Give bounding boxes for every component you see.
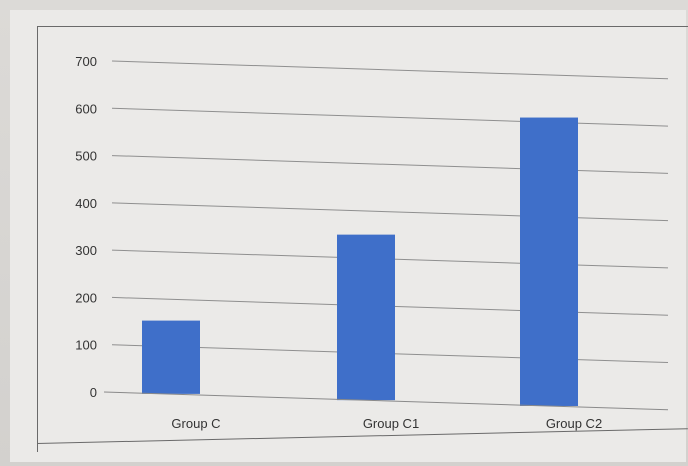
gridline-400 <box>111 202 669 222</box>
y-axis-ticks: 0 100 200 300 400 500 600 700 <box>75 54 97 400</box>
y-tick-label: 400 <box>75 196 97 211</box>
y-tick-label: 100 <box>75 338 97 353</box>
bar-group-c <box>142 320 200 394</box>
y-tick-label: 300 <box>75 243 97 258</box>
gridline-700 <box>111 60 669 80</box>
x-category-label: Group C1 <box>363 416 419 431</box>
bar-group-c2 <box>520 117 578 406</box>
chart-frame <box>37 26 688 452</box>
y-tick-label: 200 <box>75 290 97 305</box>
y-tick-label: 0 <box>90 385 97 400</box>
y-tick-label: 500 <box>75 149 97 164</box>
x-axis-line <box>103 391 669 411</box>
x-category-label: Group C <box>171 416 220 431</box>
x-category-label: Group C2 <box>546 416 602 431</box>
y-tick-label: 600 <box>75 101 97 116</box>
gridline-500 <box>111 155 669 174</box>
gridline-600 <box>111 107 669 127</box>
y-tick-label: 700 <box>75 54 97 69</box>
bar-group-c1 <box>337 234 395 401</box>
bars <box>142 117 578 406</box>
x-axis-categories: Group C Group C1 Group C2 <box>171 416 602 431</box>
